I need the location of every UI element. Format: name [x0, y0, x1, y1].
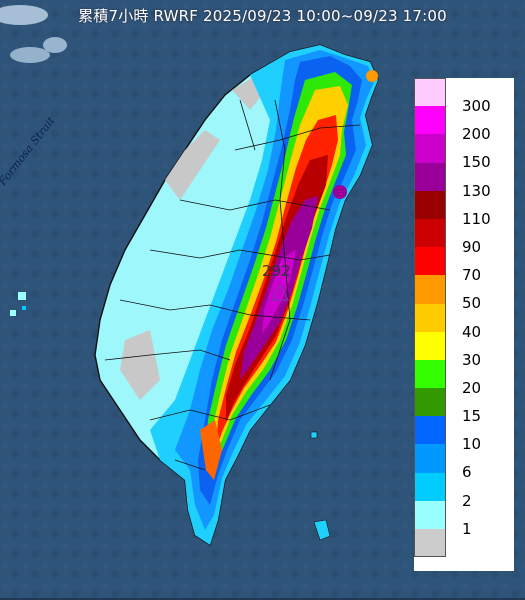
rain-band-70-sw [200, 420, 222, 480]
legend-swatch [414, 275, 446, 304]
county-boundaries [104, 99, 361, 471]
legend-row: 110 [414, 190, 514, 228]
legend-row: 40 [414, 303, 514, 341]
legend-swatch [414, 190, 446, 219]
legend-swatch [414, 359, 446, 389]
legend-tick-label: 300 [462, 97, 491, 115]
legend-swatch [414, 388, 446, 417]
legend-row: 20 [414, 359, 514, 397]
legend-swatch [414, 106, 446, 135]
legend-swatch [414, 162, 446, 191]
dry-area [120, 330, 160, 400]
rain-spot-70 [366, 70, 378, 82]
legend-tick-label: 50 [462, 294, 482, 313]
legend-row [414, 529, 514, 558]
cloud-patches [0, 5, 368, 75]
legend-tick-label: 6 [462, 463, 472, 482]
legend-row: 70 [414, 247, 514, 284]
legend-tick-label: 40 [462, 322, 482, 341]
legend-tick-label: 1 [462, 519, 472, 538]
legend-swatch [414, 529, 446, 558]
legend-swatch [414, 444, 446, 473]
map-title: 累積7小時 RWRF 2025/09/23 10:00~09/23 17:00 [78, 7, 447, 25]
penghu-islands [10, 292, 26, 316]
legend-row: 200 [414, 106, 514, 143]
legend-swatch [414, 78, 446, 107]
legend-tick-label: 150 [462, 153, 491, 172]
legend-tick-label: 70 [462, 266, 482, 285]
legend-tick-label: 90 [462, 237, 482, 256]
dry-area [165, 130, 220, 200]
legend-tick-label: 30 [462, 350, 482, 369]
legend-swatch [414, 416, 446, 445]
rain-spot-130 [333, 185, 347, 199]
legend-rows: 300 200 150 130 110 90 70 50 40 30 20 15 10 6 2 1 [414, 78, 514, 558]
legend-tick-label: 15 [462, 407, 482, 426]
legend-swatch [414, 134, 446, 163]
legend-row: 2 [414, 472, 514, 510]
legend-tick-label: 10 [462, 435, 482, 454]
legend-tick-label: 130 [462, 181, 491, 200]
legend-swatch [414, 303, 446, 332]
legend-row: 15 [414, 388, 514, 425]
east-islands [310, 431, 331, 541]
legend-row: 150 [414, 134, 514, 171]
legend-row: 130 [414, 162, 514, 200]
legend-tick-label: 200 [462, 125, 491, 144]
rainfall-legend: 300 200 150 130 110 90 70 50 40 30 20 15 10 6 2 1 [414, 78, 514, 571]
legend-swatch [414, 331, 446, 360]
legend-row: 50 [414, 275, 514, 312]
rain-band-150 [262, 250, 296, 334]
legend-tick-label: 2 [462, 491, 472, 510]
legend-row: 30 [414, 331, 514, 369]
legend-row: 300 [414, 78, 514, 115]
legend-tick-label: 110 [462, 209, 491, 228]
max-rainfall-value: 292 [262, 262, 291, 280]
max-rainfall-marker-icon [270, 283, 290, 301]
legend-swatch [414, 500, 446, 529]
legend-swatch [414, 218, 446, 248]
legend-row: 90 [414, 218, 514, 256]
legend-row: 1 [414, 500, 514, 538]
legend-tick-label: 20 [462, 378, 482, 397]
legend-row: 6 [414, 444, 514, 481]
legend-row: 10 [414, 416, 514, 453]
legend-swatch [414, 472, 446, 501]
legend-swatch [414, 247, 446, 276]
